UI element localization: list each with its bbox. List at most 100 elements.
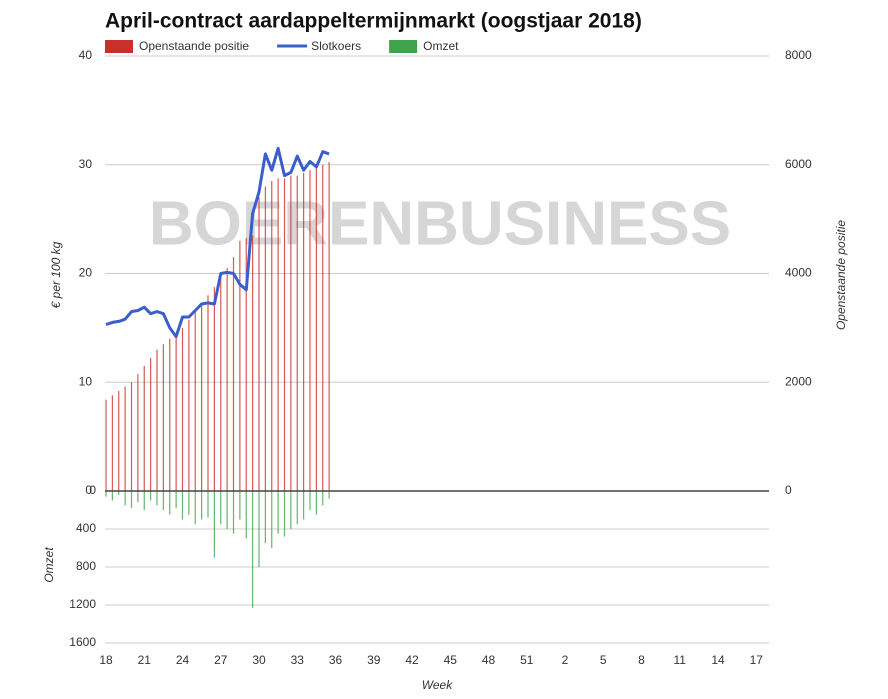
bar — [118, 390, 120, 491]
bar — [309, 170, 311, 491]
x-tick-label: 39 — [367, 653, 381, 667]
y2-tick-label: 2000 — [785, 374, 812, 388]
y3-axis-label: Omzet — [42, 547, 56, 583]
bar — [290, 175, 292, 491]
y-tick-label: 0 — [85, 483, 92, 497]
bar — [264, 186, 266, 491]
x-tick-label: 8 — [638, 653, 645, 667]
bar — [124, 386, 126, 491]
x-tick-label: 2 — [562, 653, 569, 667]
x-tick-label: 48 — [482, 653, 496, 667]
bar — [143, 365, 145, 491]
bar — [143, 491, 145, 510]
bar — [188, 319, 190, 491]
bar — [277, 491, 279, 534]
bar — [201, 303, 203, 491]
bar — [175, 491, 177, 509]
bar — [175, 333, 177, 491]
bar — [111, 491, 113, 501]
bar — [150, 357, 152, 491]
bar — [194, 491, 196, 525]
y2-tick-label: 4000 — [785, 266, 812, 280]
x-tick-label: 36 — [329, 653, 343, 667]
bar — [162, 491, 164, 510]
bar — [220, 278, 222, 491]
bar — [105, 399, 107, 491]
bar — [213, 287, 215, 491]
y-tick-label: 10 — [79, 374, 93, 388]
bar — [181, 327, 184, 491]
bar — [258, 197, 260, 491]
x-tick-label: 30 — [252, 653, 266, 667]
bar — [315, 167, 317, 491]
bar — [226, 491, 228, 529]
bar — [252, 491, 254, 608]
bar — [118, 491, 120, 495]
bar — [245, 491, 247, 539]
bar — [137, 374, 139, 491]
bar — [283, 178, 286, 491]
x-tick-label: 14 — [711, 653, 725, 667]
bar — [264, 491, 266, 544]
y3-tick-label: 800 — [76, 559, 96, 573]
legend-swatch — [389, 40, 418, 53]
bar — [124, 491, 126, 506]
bar — [239, 491, 241, 520]
x-tick-label: 45 — [444, 653, 458, 667]
bar — [220, 491, 222, 525]
bar — [150, 491, 152, 501]
bar — [328, 162, 330, 491]
x-tick-label: 42 — [405, 653, 419, 667]
bar — [309, 491, 311, 510]
bar — [207, 491, 209, 518]
bar — [303, 491, 305, 520]
y-axis-label: € per 100 kg — [49, 241, 63, 308]
y2-tick-label: 8000 — [785, 48, 812, 62]
y3-tick-label: 1600 — [69, 635, 96, 649]
legend-swatch — [105, 40, 133, 53]
x-tick-label: 51 — [520, 653, 534, 667]
bar — [105, 491, 107, 497]
bar — [322, 491, 324, 506]
bar — [258, 491, 260, 567]
bar — [156, 491, 158, 506]
x-tick-label: 27 — [214, 653, 228, 667]
bar — [130, 382, 133, 491]
bar — [201, 491, 203, 520]
y2-axis-label: Openstaande positie — [834, 220, 848, 330]
bar — [213, 491, 215, 558]
x-tick-label: 17 — [750, 653, 764, 667]
bar — [232, 257, 235, 491]
bar — [296, 491, 298, 525]
x-axis-label: Week — [422, 678, 453, 692]
bar — [271, 491, 273, 548]
x-tick-label: 11 — [674, 653, 687, 667]
bar — [283, 491, 286, 537]
legend-label: Slotkoers — [311, 39, 361, 53]
y3-tick-label: 0 — [89, 483, 96, 497]
line — [105, 146, 330, 339]
chart-title: April-contract aardappeltermijnmarkt (oo… — [105, 10, 642, 33]
bar — [239, 240, 241, 491]
y-tick-label: 40 — [79, 48, 93, 62]
y2-tick-label: 6000 — [785, 157, 812, 171]
watermark: BOERENBUSINESS — [149, 189, 731, 258]
bar — [232, 491, 235, 534]
y3-tick-label: 400 — [76, 521, 96, 535]
bar — [162, 344, 164, 491]
bar — [315, 491, 317, 515]
bar — [137, 491, 139, 503]
x-tick-label: 24 — [176, 653, 190, 667]
bar — [188, 491, 190, 515]
bar — [296, 175, 298, 491]
y-tick-label: 20 — [79, 266, 93, 280]
bar — [111, 395, 113, 491]
bar — [303, 172, 305, 491]
bar — [130, 491, 133, 509]
y-tick-label: 30 — [79, 157, 93, 171]
bar — [322, 164, 324, 491]
x-tick-label: 5 — [600, 653, 607, 667]
bar — [226, 268, 228, 491]
x-tick-label: 33 — [291, 653, 305, 667]
